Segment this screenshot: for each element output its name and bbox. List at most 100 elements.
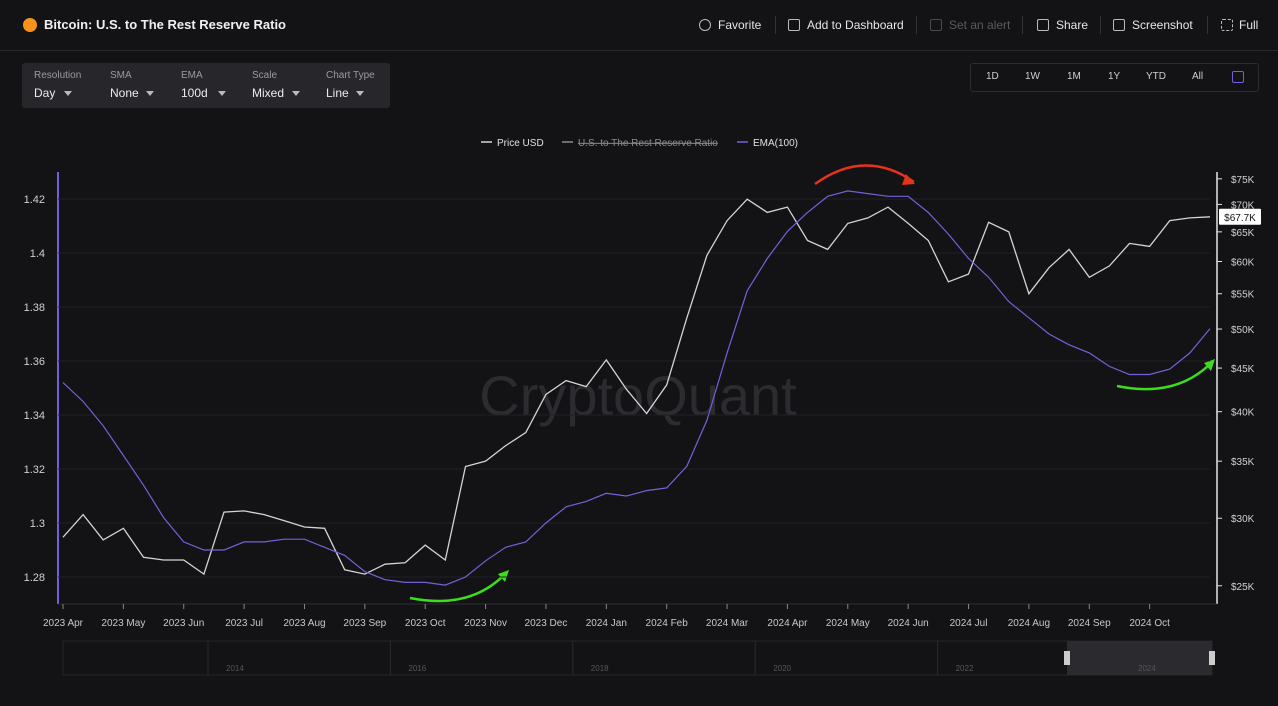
navigator-handle[interactable] [1064, 651, 1070, 665]
separator [775, 16, 776, 34]
last-value-label: $67.7K [1224, 213, 1256, 224]
full-icon [1221, 19, 1233, 31]
y-tick-label: 1.42 [24, 194, 45, 206]
x-tick-label: 2024 Apr [767, 618, 808, 629]
y-tick-label: 1.28 [24, 572, 45, 584]
x-tick-label: 2024 Sep [1068, 618, 1111, 629]
control-value: Line [326, 86, 349, 100]
caret [146, 91, 154, 96]
range-button[interactable]: 1Y [1108, 71, 1121, 82]
x-tick-label: 2024 Feb [646, 618, 689, 629]
coin-icon [23, 18, 37, 32]
y-tick-label: 1.32 [24, 464, 45, 476]
arrow-head [498, 570, 509, 582]
control-value: None [110, 86, 139, 100]
share-button[interactable]: Share [1056, 18, 1089, 32]
last-value-box [1219, 208, 1261, 225]
x-tick-label: 2023 Aug [283, 618, 325, 629]
range-button[interactable]: 1M [1067, 71, 1081, 82]
caret [292, 91, 300, 96]
arrow-head [902, 174, 915, 185]
bell-icon [930, 19, 942, 31]
caret [64, 91, 72, 96]
y2-tick-label: $55K [1231, 290, 1255, 301]
separator [1207, 16, 1208, 34]
separator [916, 16, 917, 34]
share-icon [1037, 19, 1049, 31]
y2-tick-label: $50K [1231, 325, 1255, 336]
y-tick-label: 1.38 [24, 302, 45, 314]
x-tick-label: 2024 Jun [888, 618, 929, 629]
x-tick-label: 2024 Oct [1129, 618, 1170, 629]
control-label: Resolution [34, 70, 82, 81]
control-value: Day [34, 86, 56, 100]
y2-tick-label: $60K [1231, 258, 1255, 269]
x-tick-label: 2023 May [101, 618, 145, 629]
x-tick-label: 2023 Jul [225, 618, 263, 629]
series-line [62, 198, 1211, 576]
series-line [62, 190, 1211, 586]
watermark: CryptoQuant [479, 364, 797, 427]
controls: Resolution Day SMA None EMA 100d Scale Mixed… [22, 63, 390, 108]
navigator-handle[interactable] [1209, 651, 1215, 665]
range-button[interactable]: 1D [986, 71, 999, 82]
x-tick-label: 2024 Jan [586, 618, 627, 629]
x-tick-label: 2023 Oct [405, 618, 446, 629]
navigator-label: 2022 [956, 664, 974, 673]
navigator-window[interactable] [1067, 641, 1212, 675]
favorite-button[interactable]: Favorite [718, 18, 762, 32]
control-label: Chart Type [326, 70, 375, 81]
x-tick-label: 2024 Jul [950, 618, 988, 629]
annotation-arrow [1116, 363, 1211, 391]
calendar-icon[interactable] [1232, 71, 1244, 83]
caret [356, 91, 364, 96]
dashboard-icon [788, 19, 800, 31]
full-button[interactable]: Full [1239, 18, 1259, 32]
separator [1022, 16, 1023, 34]
control-value: 100d [181, 86, 208, 100]
legend-label: Price USD [497, 138, 544, 149]
annotation-arrow [814, 164, 915, 186]
x-tick-label: 2023 Nov [464, 618, 507, 629]
y-tick-label: 1.34 [24, 410, 45, 422]
range-button[interactable]: YTD [1146, 71, 1166, 82]
control-label: EMA [181, 70, 203, 81]
navigator-label: 2018 [591, 664, 609, 673]
x-tick-label: 2024 Mar [706, 618, 749, 629]
caret [218, 91, 226, 96]
range-button[interactable]: All [1192, 71, 1204, 82]
control-label: SMA [110, 70, 132, 81]
y2-tick-label: $65K [1231, 228, 1255, 239]
x-tick-label: 2023 Apr [43, 618, 84, 629]
y2-tick-label: $40K [1231, 408, 1255, 419]
header: Bitcoin: U.S. to The Rest Reserve Ratio … [0, 0, 1278, 51]
add-dashboard-button[interactable]: Add to Dashboard [807, 18, 904, 32]
range-selector: 1D 1W 1M 1Y YTD All [970, 63, 1259, 92]
y2-tick-label: $35K [1231, 457, 1255, 468]
page-title: Bitcoin: U.S. to The Rest Reserve Ratio [44, 17, 286, 32]
annotation-arrow [409, 573, 506, 603]
navigator-label: 2020 [773, 664, 791, 673]
y2-tick-label: $30K [1231, 514, 1255, 525]
x-tick-label: 2024 May [826, 618, 870, 629]
control-value: Mixed [252, 86, 285, 100]
navigator-label: 2016 [408, 664, 426, 673]
x-tick-label: 2023 Dec [525, 618, 568, 629]
y2-tick-label: $25K [1231, 582, 1255, 593]
legend-label: U.S. to The Rest Reserve Ratio [578, 138, 718, 149]
star-icon [699, 19, 711, 31]
navigator-label: 2014 [226, 664, 244, 673]
y-tick-label: 1.4 [30, 248, 45, 260]
alert-button[interactable]: Set an alert [949, 18, 1011, 32]
arrow-head [1204, 359, 1215, 371]
x-tick-label: 2023 Sep [343, 618, 386, 629]
navigator-label: 2024 [1138, 664, 1156, 673]
y-tick-label: 1.3 [30, 518, 45, 530]
screenshot-button[interactable]: Screenshot [1132, 18, 1193, 32]
y2-tick-label: $75K [1231, 175, 1255, 186]
separator [1100, 16, 1101, 34]
control-label: Scale [252, 70, 278, 81]
range-button[interactable]: 1W [1025, 71, 1040, 82]
